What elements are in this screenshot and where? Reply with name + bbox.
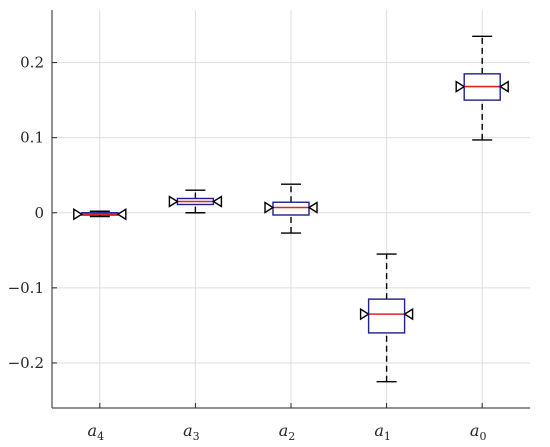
notch-marker-right [403,307,414,321]
x-tick-label-subscript: 3 [193,430,200,443]
y-tick-label: 0.2 [20,54,44,72]
x-tick-label-subscript: 1 [384,430,391,443]
notch-marker-right [307,201,318,214]
notch-marker-right [498,80,509,93]
y-tick-label: 0 [34,204,44,222]
x-tick-label-base: a [374,421,384,440]
x-tick-label-base: a [279,421,289,440]
box-group-a1 [359,253,414,383]
x-tick-label: a2 [279,421,296,443]
axes [51,10,530,409]
x-tick-label-subscript: 2 [288,430,295,443]
box-body [367,298,406,334]
notch-marker-left [455,80,466,93]
grid-lines [52,10,530,408]
x-tick-label-base: a [183,421,193,440]
box-group-a4 [73,207,127,221]
x-tick-label-base: a [470,421,480,440]
x-tick-label: a3 [183,421,200,443]
notch-marker-left [168,195,179,208]
x-tick-label-base: a [88,421,98,440]
y-tick-label: −0.2 [8,354,44,372]
x-tick-label: a0 [470,421,487,443]
y-tick-label: −0.1 [8,279,44,297]
x-tick-label-subscript: 4 [97,430,104,443]
x-tick-label-subscript: 0 [479,430,486,443]
y-tick-label: 0.1 [20,129,44,147]
notch-marker-left [73,207,84,221]
box-group-a0 [455,35,509,141]
notch-marker-right [116,207,127,221]
boxplot-series [73,35,509,383]
box-group-a2 [264,183,318,234]
x-tick-label: a4 [88,421,105,443]
box-body [272,201,310,216]
notch-marker-right [212,195,223,208]
notch-marker-left [264,201,275,214]
tick-labels: 0.20.10−0.1−0.2a4 a3 a2 a1 a0 [8,54,487,443]
box-group-a3 [168,189,223,214]
notch-marker-left [359,307,370,321]
x-tick-label: a1 [374,421,391,443]
